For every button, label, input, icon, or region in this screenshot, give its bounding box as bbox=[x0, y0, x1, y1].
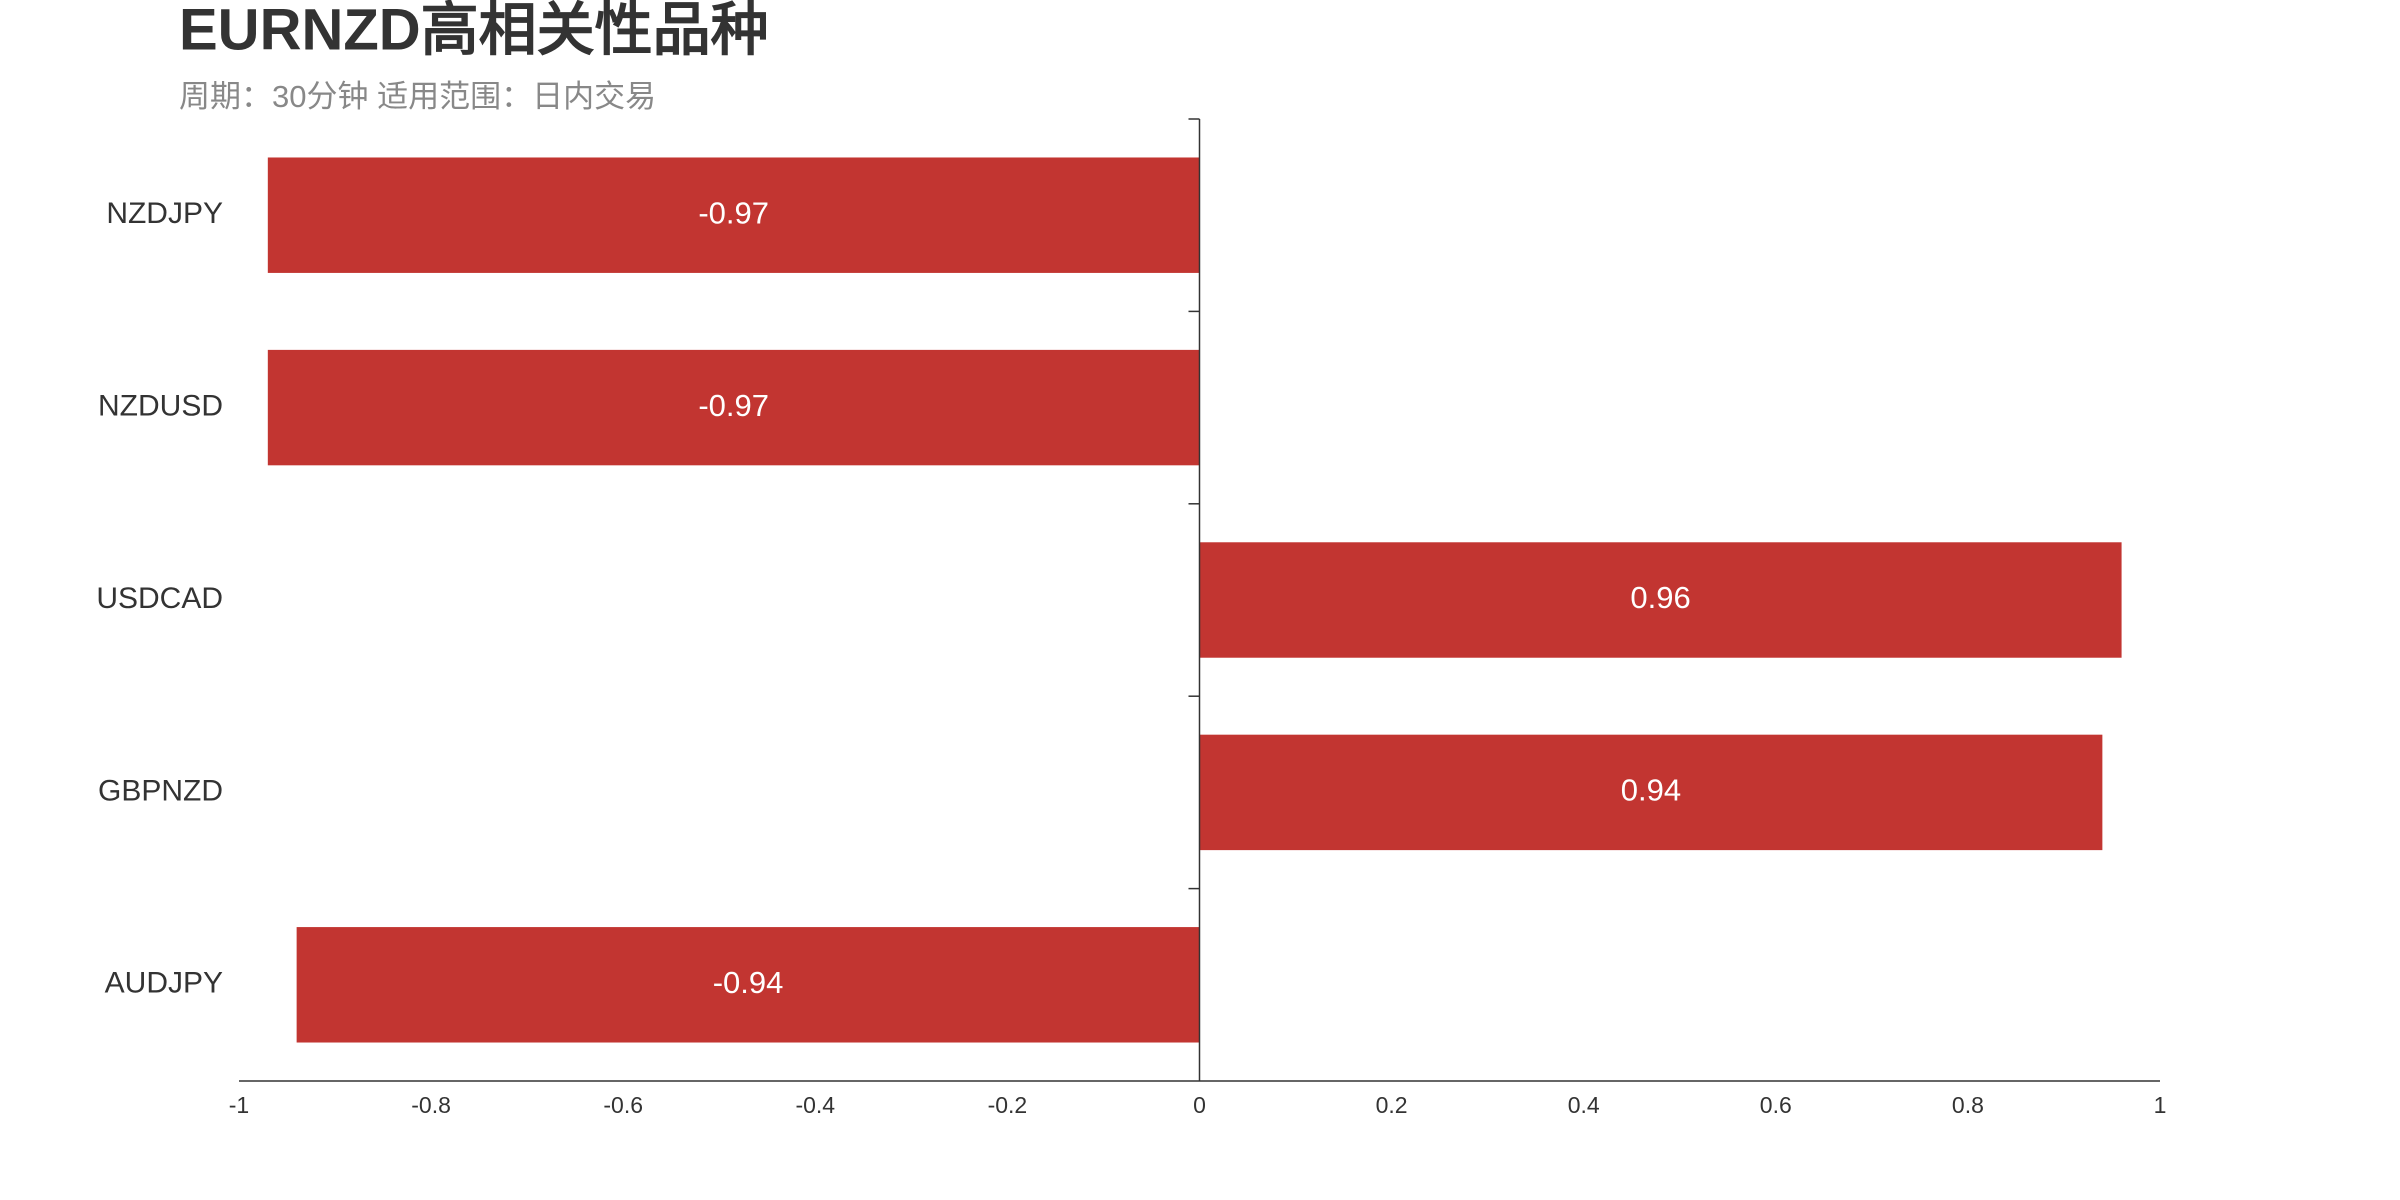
x-tick-label: 0.2 bbox=[1376, 1092, 1408, 1118]
x-tick-label: 1 bbox=[2154, 1092, 2167, 1118]
y-tick-label: USDCAD bbox=[96, 582, 223, 615]
x-tick-label: -0.4 bbox=[795, 1092, 835, 1118]
chart-title: EURNZD高相关性品种 bbox=[179, 0, 769, 62]
data-label: -0.97 bbox=[698, 388, 769, 423]
y-tick-label: GBPNZD bbox=[98, 774, 223, 807]
data-label: 0.96 bbox=[1630, 580, 1690, 615]
x-tick-label: 0.6 bbox=[1760, 1092, 1792, 1118]
data-label: -0.94 bbox=[713, 965, 784, 1000]
x-tick-label: 0 bbox=[1193, 1092, 1206, 1118]
data-label: 0.94 bbox=[1621, 773, 1681, 808]
bar bbox=[296, 927, 1200, 1043]
x-tick-label: -0.6 bbox=[603, 1092, 643, 1118]
x-tick-label: -1 bbox=[229, 1092, 249, 1118]
chart-subtitle: 周期：30分钟 适用范围：日内交易 bbox=[179, 79, 656, 114]
x-tick-label: 0.8 bbox=[1952, 1092, 1984, 1118]
bar bbox=[1199, 734, 2103, 851]
bar bbox=[267, 349, 1200, 466]
x-tick-label: -0.2 bbox=[988, 1092, 1028, 1118]
x-tick-label: 0.4 bbox=[1568, 1092, 1600, 1118]
bar bbox=[1199, 542, 2122, 658]
x-tick-label: -0.8 bbox=[411, 1092, 451, 1118]
y-tick-label: AUDJPY bbox=[105, 967, 223, 1000]
bar bbox=[267, 157, 1200, 273]
y-tick-label: NZDJPY bbox=[106, 197, 223, 230]
data-label: -0.97 bbox=[698, 195, 769, 230]
y-tick-label: NZDUSD bbox=[98, 390, 223, 423]
